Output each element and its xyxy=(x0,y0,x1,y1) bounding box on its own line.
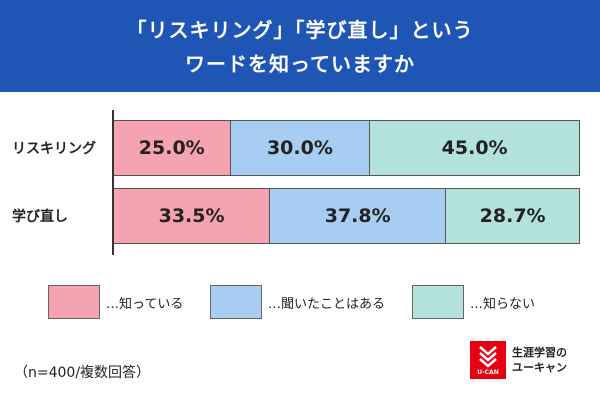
bar-segment: 45.0% xyxy=(370,120,580,176)
category-label: 学び直し xyxy=(12,209,68,225)
data-label: 28.7% xyxy=(479,205,546,227)
bar-segment: 25.0% xyxy=(114,120,231,176)
data-label: 45.0% xyxy=(441,137,508,159)
bar-segment: 30.0% xyxy=(230,120,371,176)
legend-label: …知っている xyxy=(106,296,184,312)
legend-swatch xyxy=(412,285,464,319)
category-axis-line xyxy=(112,110,114,255)
bar-row: 25.0% 30.0% 45.0% xyxy=(114,120,580,176)
legend-item: …聞いたことはある xyxy=(210,285,385,319)
legend-item: …知っている xyxy=(48,285,183,319)
data-label: 25.0% xyxy=(138,137,205,159)
logo-line1: 生涯学習の xyxy=(512,346,567,359)
sample-note: （n=400/複数回答） xyxy=(14,365,151,381)
category-label: リスキリング xyxy=(12,141,96,157)
chart-title-line2: ワードを知っていますか xyxy=(185,52,415,76)
logo-line2: ユーキャン xyxy=(512,361,567,374)
bar-segment: 28.7% xyxy=(446,188,580,244)
bar-segment: 37.8% xyxy=(270,188,447,244)
legend-swatch xyxy=(48,285,100,319)
data-label: 33.5% xyxy=(158,205,225,227)
title-banner: 「リスキリング」「学び直し」という ワードを知っていますか xyxy=(0,0,600,92)
chart-title-line1: 「リスキリング」「学び直し」という xyxy=(126,18,474,42)
data-label: 30.0% xyxy=(266,137,333,159)
legend-label: …知らない xyxy=(470,296,536,312)
legend-swatch xyxy=(210,285,262,319)
bar-segment: 33.5% xyxy=(114,188,271,244)
legend-item: …知らない xyxy=(412,285,535,319)
logo-brand: U-CAN xyxy=(477,369,499,376)
u-can-mark-icon: U-CAN xyxy=(470,341,506,379)
data-label: 37.8% xyxy=(324,205,391,227)
bar-row: 33.5% 37.8% 28.7% xyxy=(114,188,580,244)
u-can-logo: U-CAN 生涯学習の ユーキャン xyxy=(470,340,588,380)
legend-label: …聞いたことはある xyxy=(268,296,386,312)
